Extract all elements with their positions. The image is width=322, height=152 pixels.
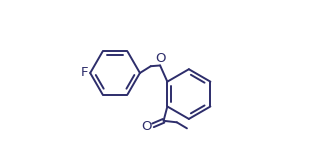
- Text: O: O: [141, 120, 152, 133]
- Text: F: F: [80, 66, 88, 79]
- Text: O: O: [156, 52, 166, 65]
